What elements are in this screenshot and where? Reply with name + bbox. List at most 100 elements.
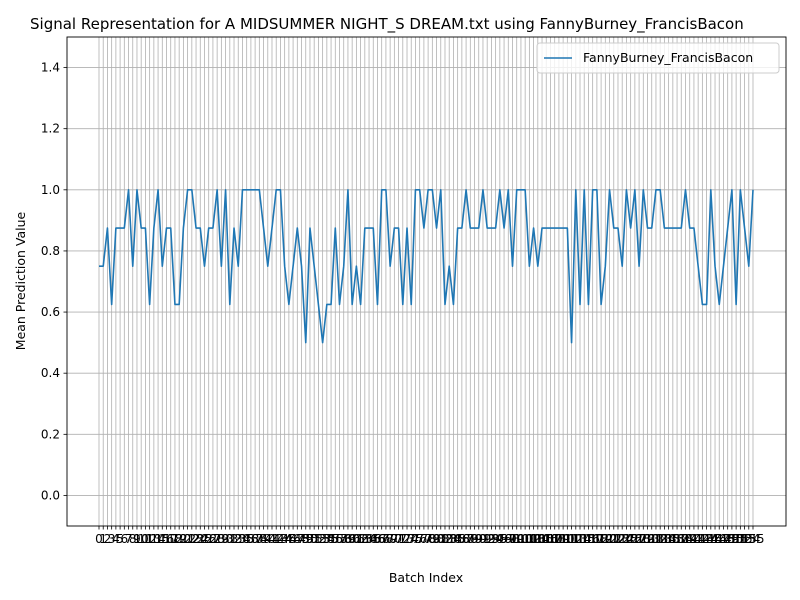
x-tick-label: 19 <box>172 532 187 546</box>
x-tick-label: 88 <box>463 532 478 546</box>
x-tick-label: 20 <box>176 532 191 546</box>
x-tick-label: 70 <box>387 532 402 546</box>
y-tick-label: 0.2 <box>41 427 60 441</box>
x-tick-label: 53 <box>315 532 330 546</box>
x-tick-label: 72 <box>395 532 410 546</box>
x-tick-label: 77 <box>416 532 431 546</box>
x-tick-label: 123 <box>607 532 630 546</box>
x-tick-label: 142 <box>687 532 710 546</box>
x-tick-label: 55 <box>323 532 338 546</box>
x-tick-label: 115 <box>573 532 596 546</box>
x-tick-label: 16 <box>159 532 174 546</box>
x-tick-label: 129 <box>632 532 655 546</box>
x-tick-label: 153 <box>733 532 756 546</box>
x-tick-label: 133 <box>649 532 672 546</box>
x-tick-label: 33 <box>231 532 246 546</box>
x-tick-label: 0 <box>95 532 103 546</box>
x-tick-label: 39 <box>256 532 271 546</box>
x-tick-label: 80 <box>429 532 444 546</box>
y-tick-label: 0.6 <box>41 305 60 319</box>
x-tick-label: 125 <box>615 532 638 546</box>
x-tick-label: 79 <box>425 532 440 546</box>
x-tick-label: 47 <box>290 532 305 546</box>
x-tick-label: 21 <box>180 532 195 546</box>
x-tick-label: 155 <box>742 532 765 546</box>
x-tick-label: 50 <box>302 532 317 546</box>
x-tick-label: 154 <box>737 532 760 546</box>
x-tick-label: 124 <box>611 532 634 546</box>
y-tick-label: 0.0 <box>41 488 60 502</box>
x-tick-label: 82 <box>437 532 452 546</box>
x-tick-label: 3 <box>108 532 116 546</box>
x-tick-label: 7 <box>125 532 133 546</box>
x-tick-label: 117 <box>581 532 604 546</box>
y-tick-label: 0.8 <box>41 244 60 258</box>
x-tick-label: 148 <box>712 532 735 546</box>
x-tick-label: 65 <box>366 532 381 546</box>
x-tick-label: 71 <box>391 532 406 546</box>
x-tick-label: 43 <box>273 532 288 546</box>
x-tick-label: 2 <box>104 532 112 546</box>
x-tick-label: 26 <box>201 532 216 546</box>
x-tick-label: 64 <box>361 532 376 546</box>
y-tick-label: 1.4 <box>41 61 60 75</box>
x-tick-label: 104 <box>526 532 549 546</box>
y-tick-label: 1.2 <box>41 122 60 136</box>
legend: FannyBurney_FrancisBacon <box>536 42 780 74</box>
x-tick-label: 119 <box>590 532 613 546</box>
x-tick-label: 78 <box>420 532 435 546</box>
x-tick-label: 126 <box>619 532 642 546</box>
plot-frame <box>66 36 787 527</box>
x-tick-label: 11 <box>138 532 153 546</box>
legend-box <box>536 42 780 74</box>
y-axis-label: Mean Prediction Value <box>13 211 28 350</box>
x-tick-label: 90 <box>471 532 486 546</box>
x-tick-label: 102 <box>518 532 541 546</box>
grid-layer <box>67 37 786 526</box>
x-tick-label: 4 <box>112 532 120 546</box>
x-tick-label: 97 <box>501 532 516 546</box>
x-tick-label: 66 <box>370 532 385 546</box>
x-tick-label: 111 <box>556 532 579 546</box>
x-tick-label: 61 <box>349 532 364 546</box>
x-tick-label: 23 <box>188 532 203 546</box>
x-tick-label: 30 <box>218 532 233 546</box>
x-tick-label: 109 <box>547 532 570 546</box>
x-tick-label: 146 <box>704 532 727 546</box>
x-tick-label: 5 <box>116 532 124 546</box>
x-tick-label: 58 <box>336 532 351 546</box>
x-tick-label: 99 <box>509 532 524 546</box>
x-tick-label: 100 <box>509 532 532 546</box>
x-tick-label: 38 <box>252 532 267 546</box>
x-tick-label: 135 <box>657 532 680 546</box>
x-tick-label: 48 <box>294 532 309 546</box>
x-tick-label: 46 <box>285 532 300 546</box>
x-tick-label: 89 <box>467 532 482 546</box>
x-tick-label: 110 <box>552 532 575 546</box>
x-tick-label: 42 <box>269 532 284 546</box>
x-tick-label: 1 <box>99 532 107 546</box>
x-tick-label: 9 <box>133 532 141 546</box>
x-tick-label: 140 <box>678 532 701 546</box>
x-tick-label: 86 <box>454 532 469 546</box>
x-tick-label: 41 <box>264 532 279 546</box>
x-tick-label: 106 <box>535 532 558 546</box>
x-tick-label: 149 <box>716 532 739 546</box>
x-tick-label: 136 <box>661 532 684 546</box>
x-tick-label: 10 <box>134 532 149 546</box>
x-tick-label: 132 <box>645 532 668 546</box>
x-tick-label: 93 <box>484 532 499 546</box>
x-tick-label: 84 <box>446 532 461 546</box>
x-tick-label: 74 <box>404 532 419 546</box>
x-tick-label: 116 <box>577 532 600 546</box>
x-tick-label: 150 <box>720 532 743 546</box>
x-tick-label: 25 <box>197 532 212 546</box>
x-tick-label: 118 <box>585 532 608 546</box>
x-axis-label: Batch Index <box>389 570 463 585</box>
x-tick-label: 60 <box>345 532 360 546</box>
x-tick-label: 137 <box>666 532 689 546</box>
x-tick-label: 44 <box>277 532 292 546</box>
x-tick-label: 143 <box>691 532 714 546</box>
x-tick-label: 15 <box>155 532 170 546</box>
